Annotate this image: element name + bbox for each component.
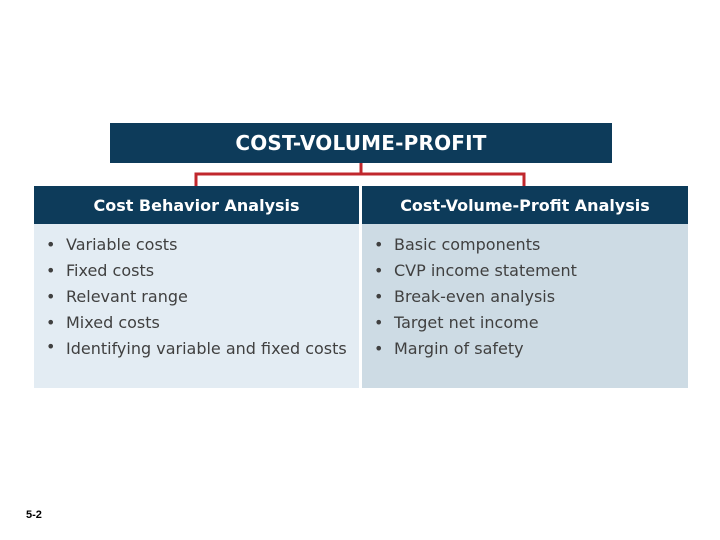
list-item: • Break-even analysis [374,284,688,310]
column-cvp-analysis: Cost-Volume-Profit Analysis • Basic compo… [362,186,688,388]
list-item: • Target net income [374,310,688,336]
column-body: • Variable costs • Fixed costs • Relevant r… [34,224,359,388]
column-body: • Basic components • CVP income statement … [362,224,688,388]
bullet-icon: • [46,337,56,356]
column-heading: Cost Behavior Analysis [34,186,359,224]
bullet-icon: • [46,261,56,280]
bullet-icon: • [374,287,384,306]
column-heading: Cost-Volume-Profit Analysis [362,186,688,224]
list-item: • Basic components [374,232,688,258]
bullet-icon: • [46,287,56,306]
bullet-icon: • [46,313,56,332]
bullet-list: • Basic components • CVP income statement … [362,232,688,362]
column-cost-behavior: Cost Behavior Analysis • Variable costs •… [34,186,359,388]
diagram-title: COST-VOLUME-PROFIT [110,123,612,163]
bullet-icon: • [374,313,384,332]
slide-number: 5-2 [26,509,42,521]
bullet-icon: • [46,235,56,254]
list-item: • CVP income statement [374,258,688,284]
list-item: • Margin of safety [374,336,688,362]
bullet-icon: • [374,339,384,358]
list-item: • Fixed costs [46,258,359,284]
list-item: • Relevant range [46,284,359,310]
list-item: • Variable costs [46,232,359,258]
list-item: • Identifying variable and fixed costs [46,337,347,358]
bullet-list: • Variable costs • Fixed costs • Relevant r… [34,232,359,360]
bullet-icon: • [374,235,384,254]
list-item: • Mixed costs [46,310,359,336]
bullet-icon: • [374,261,384,280]
